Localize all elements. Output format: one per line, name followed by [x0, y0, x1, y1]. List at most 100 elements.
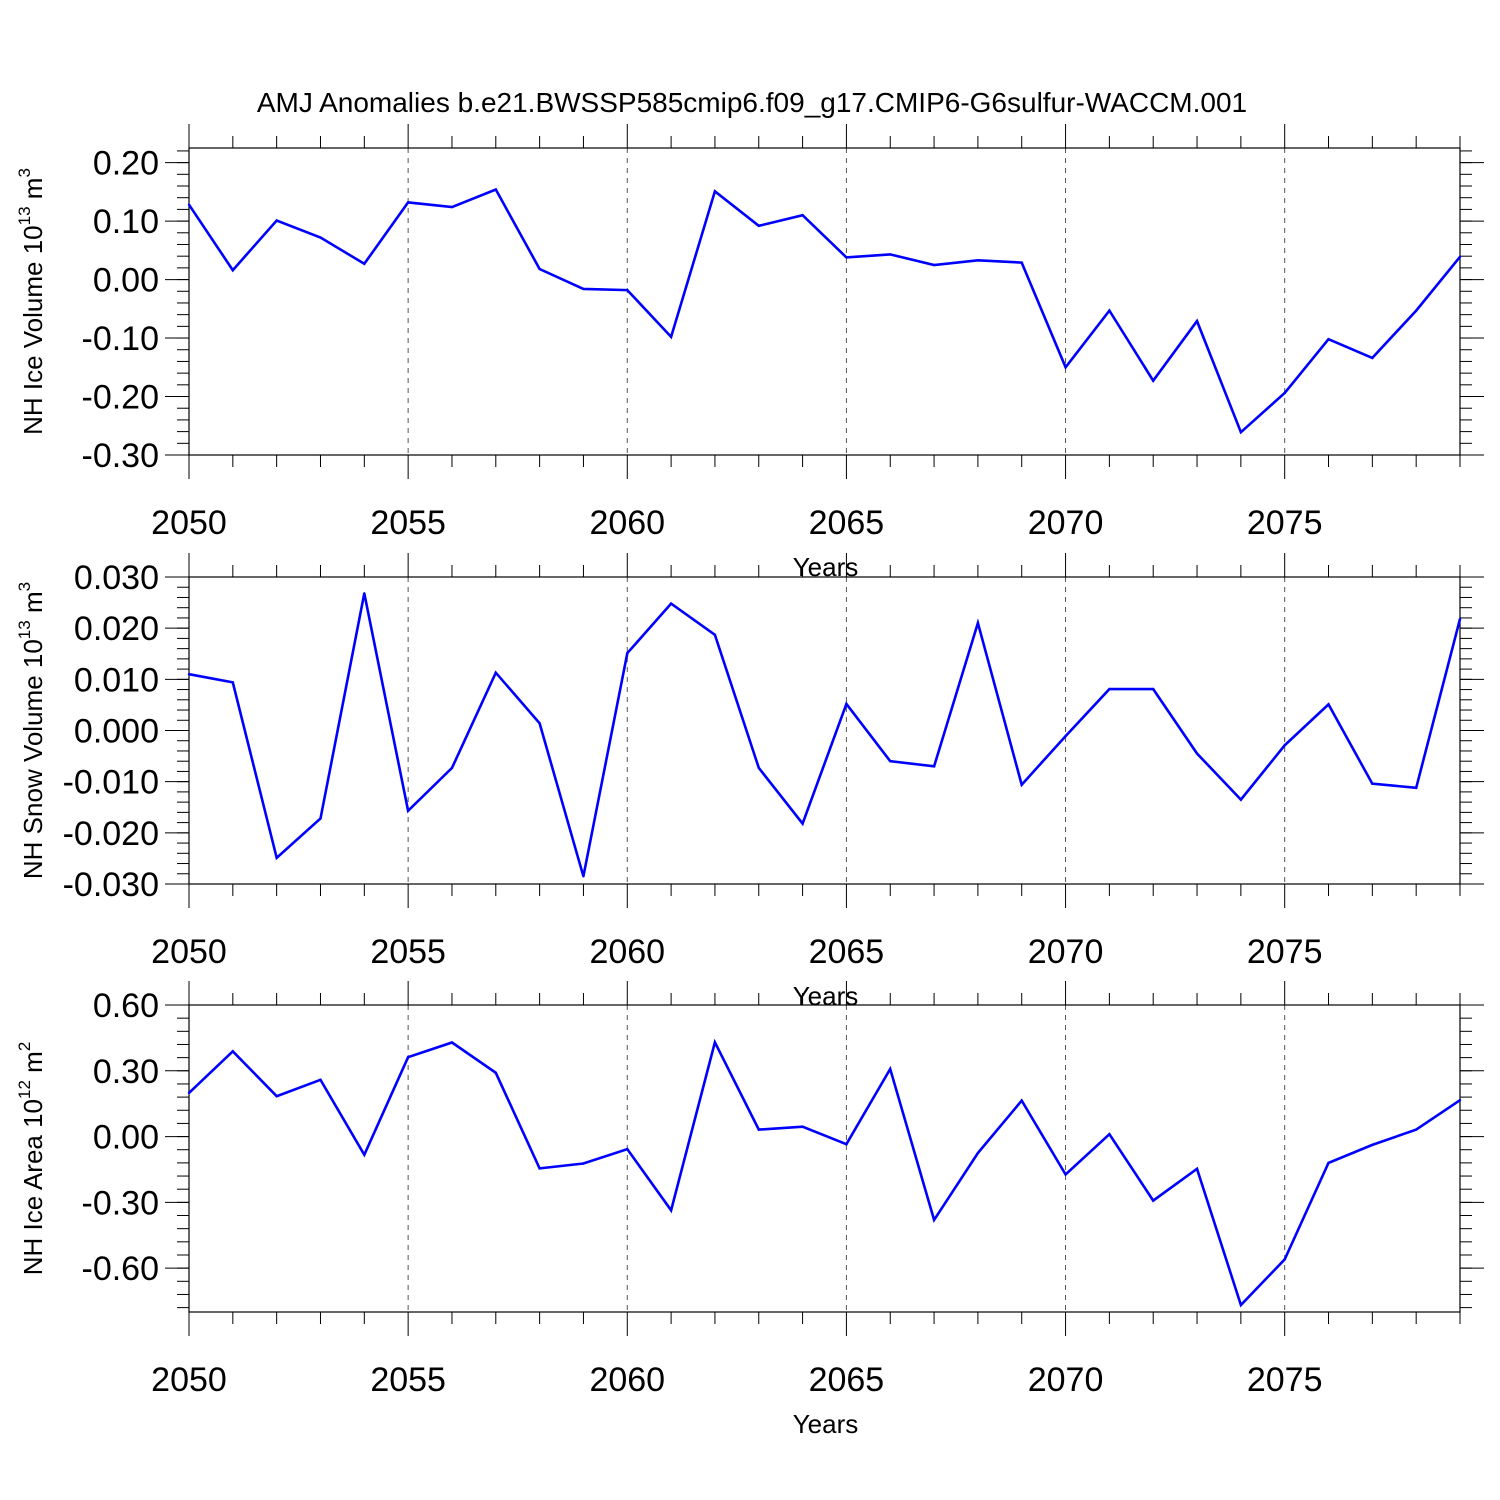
data-point: [845, 702, 848, 706]
series-line-ice-volume: [187, 187, 1462, 435]
data-point: [275, 856, 278, 860]
plot-frame: [188, 576, 1461, 885]
data-point: [889, 760, 892, 763]
data-point: [932, 765, 936, 768]
data-point: [845, 256, 848, 259]
series-line-snow-volume: [188, 593, 1462, 877]
data-point: [1064, 734, 1067, 738]
data-point: [1239, 798, 1243, 801]
data-point: [450, 766, 454, 770]
data-point: [1195, 319, 1199, 323]
series-line-ice-area: [188, 1038, 1461, 1308]
data-point: [801, 822, 804, 825]
data-point: [363, 592, 366, 595]
plot-frame: [188, 147, 1461, 456]
x-tick-label: 2070: [1028, 1361, 1104, 1399]
x-tick-label: 2075: [1247, 1361, 1323, 1399]
data-point: [1458, 617, 1462, 621]
data-point: [801, 1125, 804, 1128]
y-tick-label: 0.00: [93, 1119, 159, 1157]
data-point: [976, 259, 980, 262]
data-point: [757, 1128, 760, 1131]
data-point: [1414, 309, 1418, 312]
y-tick-label: 0.10: [93, 203, 159, 241]
data-point: [494, 671, 497, 674]
y-tick-label: -0.60: [82, 1250, 160, 1288]
data-point: [1327, 338, 1330, 341]
data-point: [406, 201, 410, 204]
data-point: [1239, 1303, 1243, 1307]
data-point: [494, 188, 497, 191]
x-tick-label: 2075: [1247, 933, 1323, 971]
data-point: [187, 203, 191, 206]
data-point: [713, 190, 717, 193]
x-tick-label: 2065: [809, 1361, 885, 1399]
data-point: [626, 1147, 629, 1151]
data-point: [1152, 687, 1155, 691]
data-point: [1020, 783, 1023, 786]
y-tick-label: 0.020: [74, 610, 159, 648]
data-point: [626, 288, 629, 292]
data-point: [231, 681, 235, 684]
data-point: [1283, 1258, 1286, 1261]
x-tick-label: 2055: [370, 504, 446, 542]
y-tick-label: 0.030: [74, 559, 159, 597]
data-point: [976, 1151, 980, 1155]
x-tick-label: 2055: [370, 933, 446, 971]
data-point: [669, 602, 673, 605]
x-tick-label: 2065: [809, 504, 885, 542]
data-point: [319, 236, 322, 239]
data-point: [669, 335, 673, 339]
x-tick-label: 2070: [1028, 933, 1104, 971]
data-point: [1283, 391, 1286, 395]
x-tick-label: 2060: [589, 504, 665, 542]
data-point: [845, 1143, 848, 1146]
x-tick-label: 2075: [1247, 504, 1323, 542]
y-axis-label: NH Ice Area 1012 m2: [15, 1042, 48, 1276]
x-tick-label: 2060: [589, 1361, 665, 1399]
data-point: [1152, 379, 1155, 382]
data-point: [1239, 430, 1243, 434]
data-point: [1414, 786, 1418, 790]
data-point: [494, 1071, 497, 1074]
data-point: [538, 722, 541, 725]
data-point: [976, 621, 980, 625]
data-point: [1458, 255, 1462, 258]
figure-title: AMJ Anomalies b.e21.BWSSP585cmip6.f09_g1…: [257, 87, 1247, 118]
data-point: [932, 1218, 936, 1222]
data-point: [231, 1050, 235, 1053]
panel-snow-volume: -0.030 -0.020 -0.010 0.000 0.010 0.020 0.030 20…: [15, 553, 1484, 1011]
data-point: [1108, 309, 1111, 312]
data-point: [450, 1041, 454, 1044]
data-point: [801, 214, 804, 217]
x-axis-label: Years: [793, 1409, 859, 1439]
data-point: [450, 205, 454, 209]
data-point: [932, 263, 936, 267]
data-point: [319, 817, 322, 820]
data-point: [319, 1078, 322, 1081]
data-point: [1414, 1128, 1418, 1131]
y-tick-label: 0.010: [74, 661, 159, 699]
y-tick-label: 0.30: [93, 1053, 159, 1091]
data-point: [1371, 356, 1374, 360]
x-axis-label: Years: [793, 981, 859, 1011]
y-tick-label: -0.30: [82, 437, 160, 475]
data-point: [626, 652, 629, 655]
data-point: [582, 1162, 585, 1165]
y-tick-label: -0.010: [63, 764, 159, 802]
y-tick-label: 0.00: [93, 262, 159, 300]
panels-container: -0.30 -0.20 -0.10 0.00 0.10 0.20 2050 2055 2060 2…: [15, 124, 1484, 1439]
data-point: [538, 267, 541, 271]
data-point: [231, 269, 235, 272]
y-tick-label: 0.20: [93, 145, 159, 183]
x-tick-label: 2070: [1028, 504, 1104, 542]
data-point: [1371, 1143, 1374, 1147]
data-point: [1195, 1167, 1199, 1171]
y-tick-label: -0.30: [82, 1184, 160, 1222]
y-tick-label: 0.60: [93, 987, 159, 1025]
data-point: [538, 1167, 541, 1170]
y-tick-label: -0.20: [82, 379, 160, 417]
data-point: [713, 633, 717, 637]
plot-frame: [188, 1004, 1461, 1313]
x-tick-label: 2060: [589, 933, 665, 971]
